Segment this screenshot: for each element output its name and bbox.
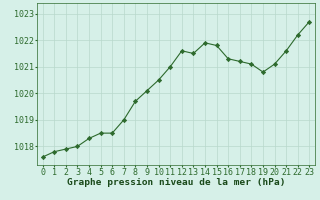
X-axis label: Graphe pression niveau de la mer (hPa): Graphe pression niveau de la mer (hPa) [67,178,285,187]
